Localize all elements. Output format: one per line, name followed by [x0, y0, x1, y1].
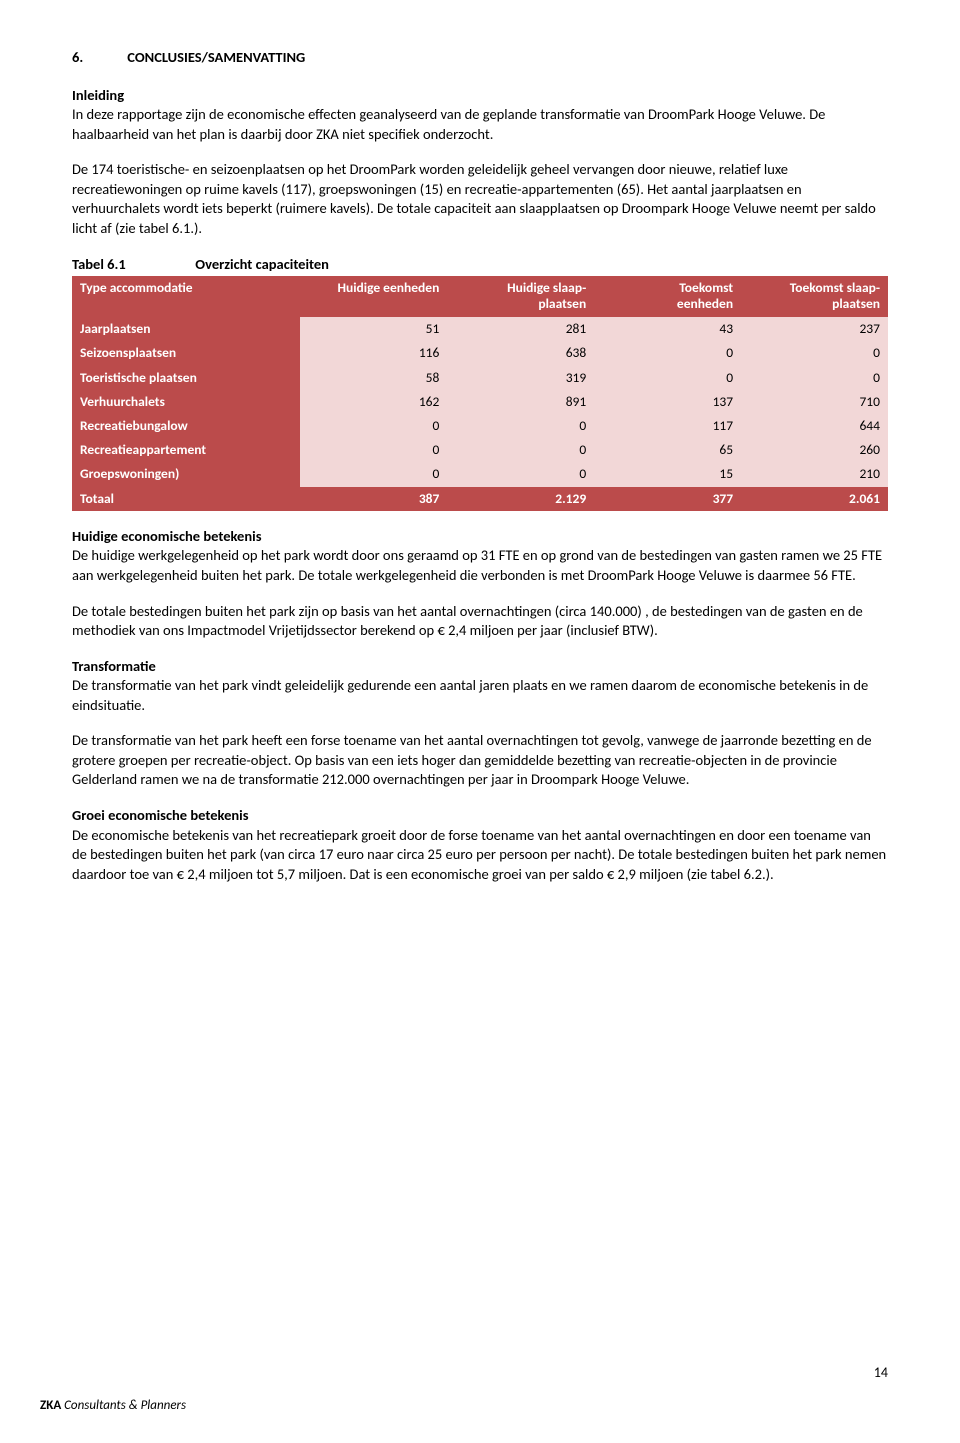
table-cell: 15	[594, 462, 741, 486]
table-total-row: Totaal3872.1293772.061	[72, 487, 888, 511]
footer-bold: ZKA	[40, 1398, 61, 1413]
table-cell: 0	[741, 341, 888, 365]
subheading-transformatie: Transformatie	[72, 657, 888, 677]
paragraph-transformatie-1: De transformatie van het park vindt gele…	[72, 676, 888, 715]
table-cell: 0	[300, 462, 447, 486]
table-cell: 891	[447, 390, 594, 414]
table-row: Jaarplaatsen5128143237	[72, 317, 888, 341]
table-total-cell: 2.129	[447, 487, 594, 511]
table-row: Groepswoningen)0015210	[72, 462, 888, 486]
table-cell: 162	[300, 390, 447, 414]
table-caption-number: Tabel 6.1	[72, 255, 192, 275]
table-header-cell: Huidige eenheden	[300, 276, 447, 317]
table-row: Toeristische plaatsen5831900	[72, 366, 888, 390]
paragraph-inleiding-1: In deze rapportage zijn de economische e…	[72, 105, 888, 144]
table-row-label: Toeristische plaatsen	[72, 366, 300, 390]
paragraph-inleiding-2: De 174 toeristische- en seizoenplaatsen …	[72, 160, 888, 238]
table-cell: 51	[300, 317, 447, 341]
capacity-table: Type accommodatieHuidige eenhedenHuidige…	[72, 276, 888, 511]
table-caption: Tabel 6.1 Overzicht capaciteiten	[72, 255, 888, 275]
table-cell: 43	[594, 317, 741, 341]
table-cell: 0	[594, 341, 741, 365]
table-body: Jaarplaatsen5128143237Seizoensplaatsen11…	[72, 317, 888, 511]
table-caption-title: Overzicht capaciteiten	[195, 255, 329, 273]
table-total-label: Totaal	[72, 487, 300, 511]
table-cell: 638	[447, 341, 594, 365]
footer: ZKA Consultants & Planners	[40, 1397, 186, 1415]
table-cell: 260	[741, 438, 888, 462]
table-row-label: Seizoensplaatsen	[72, 341, 300, 365]
table-row-label: Recreatiebungalow	[72, 414, 300, 438]
table-header-cell: Toekomsteenheden	[594, 276, 741, 317]
table-cell: 237	[741, 317, 888, 341]
table-cell: 319	[447, 366, 594, 390]
table-cell: 210	[741, 462, 888, 486]
page-number: 14	[874, 1364, 888, 1383]
table-row: Recreatieappartement0065260	[72, 438, 888, 462]
subheading-groei: Groei economische betekenis	[72, 806, 888, 826]
paragraph-huidige-2: De totale bestedingen buiten het park zi…	[72, 602, 888, 641]
table-row: Seizoensplaatsen11663800	[72, 341, 888, 365]
table-cell: 0	[447, 414, 594, 438]
table-cell: 0	[300, 438, 447, 462]
table-row: Recreatiebungalow00117644	[72, 414, 888, 438]
table-total-cell: 387	[300, 487, 447, 511]
footer-italic: Consultants & Planners	[61, 1398, 186, 1413]
paragraph-groei-1: De economische betekenis van het recreat…	[72, 826, 888, 885]
table-cell: 0	[447, 462, 594, 486]
section-heading: 6. CONCLUSIES/SAMENVATTING	[72, 48, 888, 68]
table-header-cell: Toekomst slaap-plaatsen	[741, 276, 888, 317]
table-row-label: Recreatieappartement	[72, 438, 300, 462]
table-row-label: Groepswoningen)	[72, 462, 300, 486]
table-total-cell: 2.061	[741, 487, 888, 511]
table-cell: 710	[741, 390, 888, 414]
section-number: 6.	[72, 48, 124, 68]
table-cell: 0	[594, 366, 741, 390]
table-row: Verhuurchalets162891137710	[72, 390, 888, 414]
section-title: CONCLUSIES/SAMENVATTING	[127, 48, 305, 66]
table-cell: 137	[594, 390, 741, 414]
paragraph-huidige-1: De huidige werkgelegenheid op het park w…	[72, 546, 888, 585]
subheading-inleiding: Inleiding	[72, 86, 888, 106]
table-cell: 58	[300, 366, 447, 390]
table-row-label: Jaarplaatsen	[72, 317, 300, 341]
table-header-cell: Huidige slaap-plaatsen	[447, 276, 594, 317]
table-cell: 281	[447, 317, 594, 341]
table-cell: 0	[300, 414, 447, 438]
table-header-row: Type accommodatieHuidige eenhedenHuidige…	[72, 276, 888, 317]
table-cell: 65	[594, 438, 741, 462]
table-cell: 644	[741, 414, 888, 438]
paragraph-transformatie-2: De transformatie van het park heeft een …	[72, 731, 888, 790]
table-header-cell: Type accommodatie	[72, 276, 300, 317]
table-cell: 0	[741, 366, 888, 390]
table-total-cell: 377	[594, 487, 741, 511]
table-row-label: Verhuurchalets	[72, 390, 300, 414]
table-cell: 0	[447, 438, 594, 462]
table-cell: 117	[594, 414, 741, 438]
subheading-huidige: Huidige economische betekenis	[72, 527, 888, 547]
table-cell: 116	[300, 341, 447, 365]
